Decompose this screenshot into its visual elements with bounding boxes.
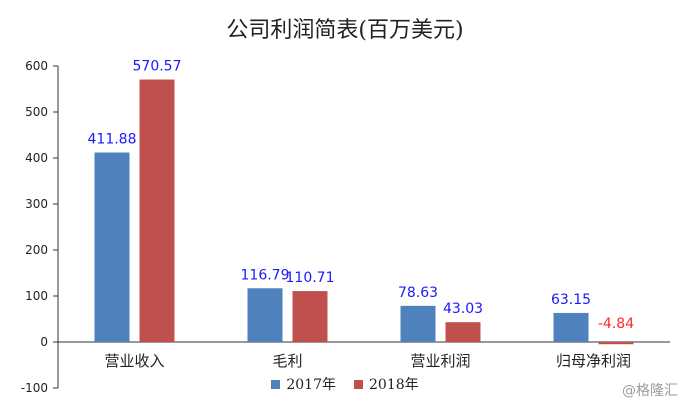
legend-item-2018: 2018年 — [354, 374, 419, 394]
category-label: 营业收入 — [104, 352, 164, 370]
data-label: 110.71 — [286, 270, 335, 286]
data-label: 411.88 — [88, 132, 137, 148]
legend-swatch-2017 — [271, 379, 281, 389]
y-tick-label: 300 — [25, 197, 48, 211]
data-label: 78.63 — [398, 285, 438, 301]
data-label: -4.84 — [598, 316, 634, 332]
bar-2018年-营业收入 — [139, 79, 175, 342]
legend: 2017年 2018年 — [0, 374, 690, 394]
data-label: 116.79 — [241, 267, 290, 283]
chart-title: 公司利润简表(百万美元) — [226, 18, 464, 43]
y-tick-label: 200 — [25, 243, 48, 257]
bar-2017年-营业利润 — [400, 305, 436, 342]
bar-2018年-归母净利润 — [598, 342, 634, 345]
y-tick-label: 0 — [40, 335, 48, 349]
data-label: 570.57 — [133, 59, 182, 75]
bar-2017年-归母净利润 — [553, 312, 589, 342]
y-tick-label: -100 — [21, 381, 48, 395]
data-label: 63.15 — [551, 292, 591, 308]
bar-2017年-营业收入 — [94, 152, 130, 342]
legend-item-2017: 2017年 — [271, 374, 336, 394]
legend-label-2017: 2017年 — [286, 377, 336, 393]
legend-label-2018: 2018年 — [369, 377, 419, 393]
category-label: 营业利润 — [410, 352, 470, 370]
data-label: 43.03 — [443, 301, 483, 317]
y-tick-label: 500 — [25, 105, 48, 119]
y-tick-label: 100 — [25, 289, 48, 303]
y-tick-label: 600 — [25, 59, 48, 73]
bar-2018年-毛利 — [292, 291, 328, 342]
category-label: 毛利 — [272, 352, 302, 370]
bar-2017年-毛利 — [247, 288, 283, 342]
y-tick-label: 400 — [25, 151, 48, 165]
bar-2018年-营业利润 — [445, 322, 481, 342]
category-label: 归母净利润 — [556, 352, 631, 370]
watermark: @格隆汇 — [622, 383, 678, 399]
legend-swatch-2018 — [354, 379, 363, 389]
